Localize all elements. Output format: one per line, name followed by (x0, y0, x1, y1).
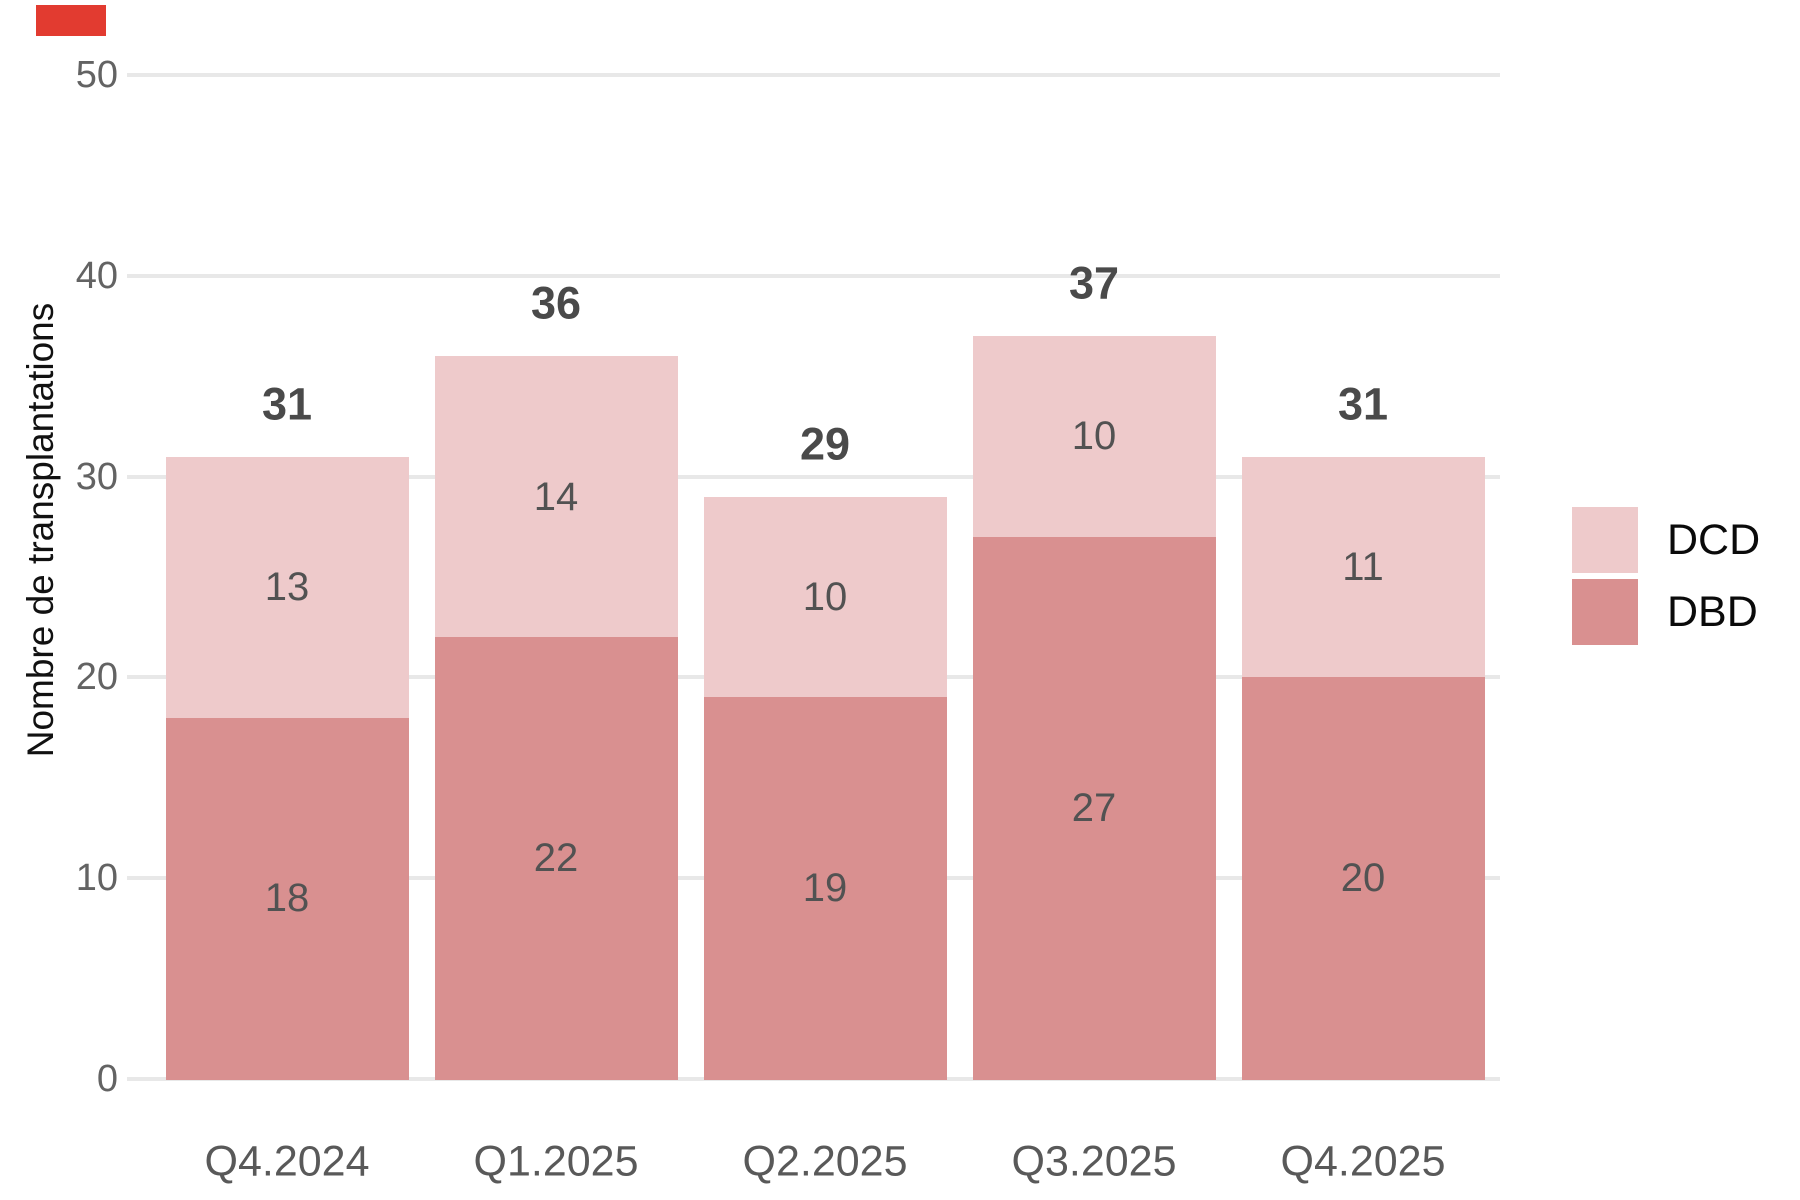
total-label-Q3.2025: 37 (1068, 257, 1120, 309)
bar-segment-dcd-Q4.2025 (1241, 456, 1485, 678)
y-tick-label-20: 20 (75, 656, 118, 699)
legend-swatch-dbd (1572, 579, 1638, 645)
bar-segment-dbd-Q1.2025 (434, 637, 678, 1080)
y-tick-label-40: 40 (75, 254, 118, 297)
x-tick-label-Q4.2025: Q4.2025 (1280, 1137, 1446, 1186)
dcd-value-label-Q4.2025: 11 (1342, 544, 1384, 589)
bar-segment-dbd-Q3.2025 (972, 536, 1216, 1080)
y-tick-label-50: 50 (75, 54, 118, 96)
dbd-value-label-Q1.2025: 22 (533, 836, 579, 881)
legend-label-dcd: DCD (1667, 515, 1761, 564)
red-logo-mark (36, 5, 106, 36)
y-tick-label-30: 30 (75, 455, 118, 498)
y-axis-title: Nombre de transplantations (20, 302, 61, 758)
total-label-Q4.2024: 31 (261, 378, 313, 430)
x-tick-label-Q3.2025: Q3.2025 (1011, 1137, 1177, 1186)
dbd-value-label-Q4.2024: 18 (264, 876, 310, 921)
dbd-value-label-Q3.2025: 27 (1071, 785, 1117, 830)
legend-label-dbd: DBD (1667, 587, 1758, 636)
dcd-value-label-Q2.2025: 10 (802, 575, 848, 620)
x-tick-label-Q2.2025: Q2.2025 (742, 1137, 908, 1186)
bar-segment-dbd-Q2.2025 (703, 697, 947, 1080)
gridline-y-30 (127, 474, 1500, 479)
dcd-value-label-Q1.2025: 14 (533, 474, 579, 519)
y-tick-label-0: 0 (96, 1058, 118, 1100)
dbd-value-label-Q4.2025: 20 (1340, 856, 1386, 901)
bar-segment-dbd-Q4.2024 (165, 717, 409, 1080)
legend: DCD DBD (1572, 507, 1760, 651)
x-tick-label-Q4.2024: Q4.2024 (204, 1137, 370, 1186)
total-label-Q1.2025: 36 (530, 277, 582, 329)
bar-segment-dcd-Q3.2025 (972, 336, 1216, 537)
total-label-Q2.2025: 29 (799, 418, 851, 470)
total-label-Q4.2025: 31 (1337, 378, 1389, 430)
bar-segment-dcd-Q1.2025 (434, 356, 678, 638)
legend-swatch-dcd (1572, 507, 1638, 573)
y-tick-label-10: 10 (75, 857, 118, 900)
bar-segment-dcd-Q2.2025 (703, 496, 947, 698)
gridline-y-50 (127, 73, 1500, 77)
bar-segment-dcd-Q4.2024 (165, 456, 409, 718)
x-tick-label-Q1.2025: Q1.2025 (473, 1137, 639, 1186)
bar-segment-dbd-Q4.2025 (1241, 677, 1485, 1080)
legend-item-dcd: DCD (1572, 507, 1760, 573)
dbd-value-label-Q2.2025: 19 (802, 866, 848, 911)
dcd-value-label-Q4.2024: 13 (264, 565, 310, 610)
legend-item-dbd: DBD (1572, 579, 1760, 645)
dcd-value-label-Q3.2025: 10 (1071, 414, 1117, 459)
gridline-y-40 (127, 273, 1500, 278)
